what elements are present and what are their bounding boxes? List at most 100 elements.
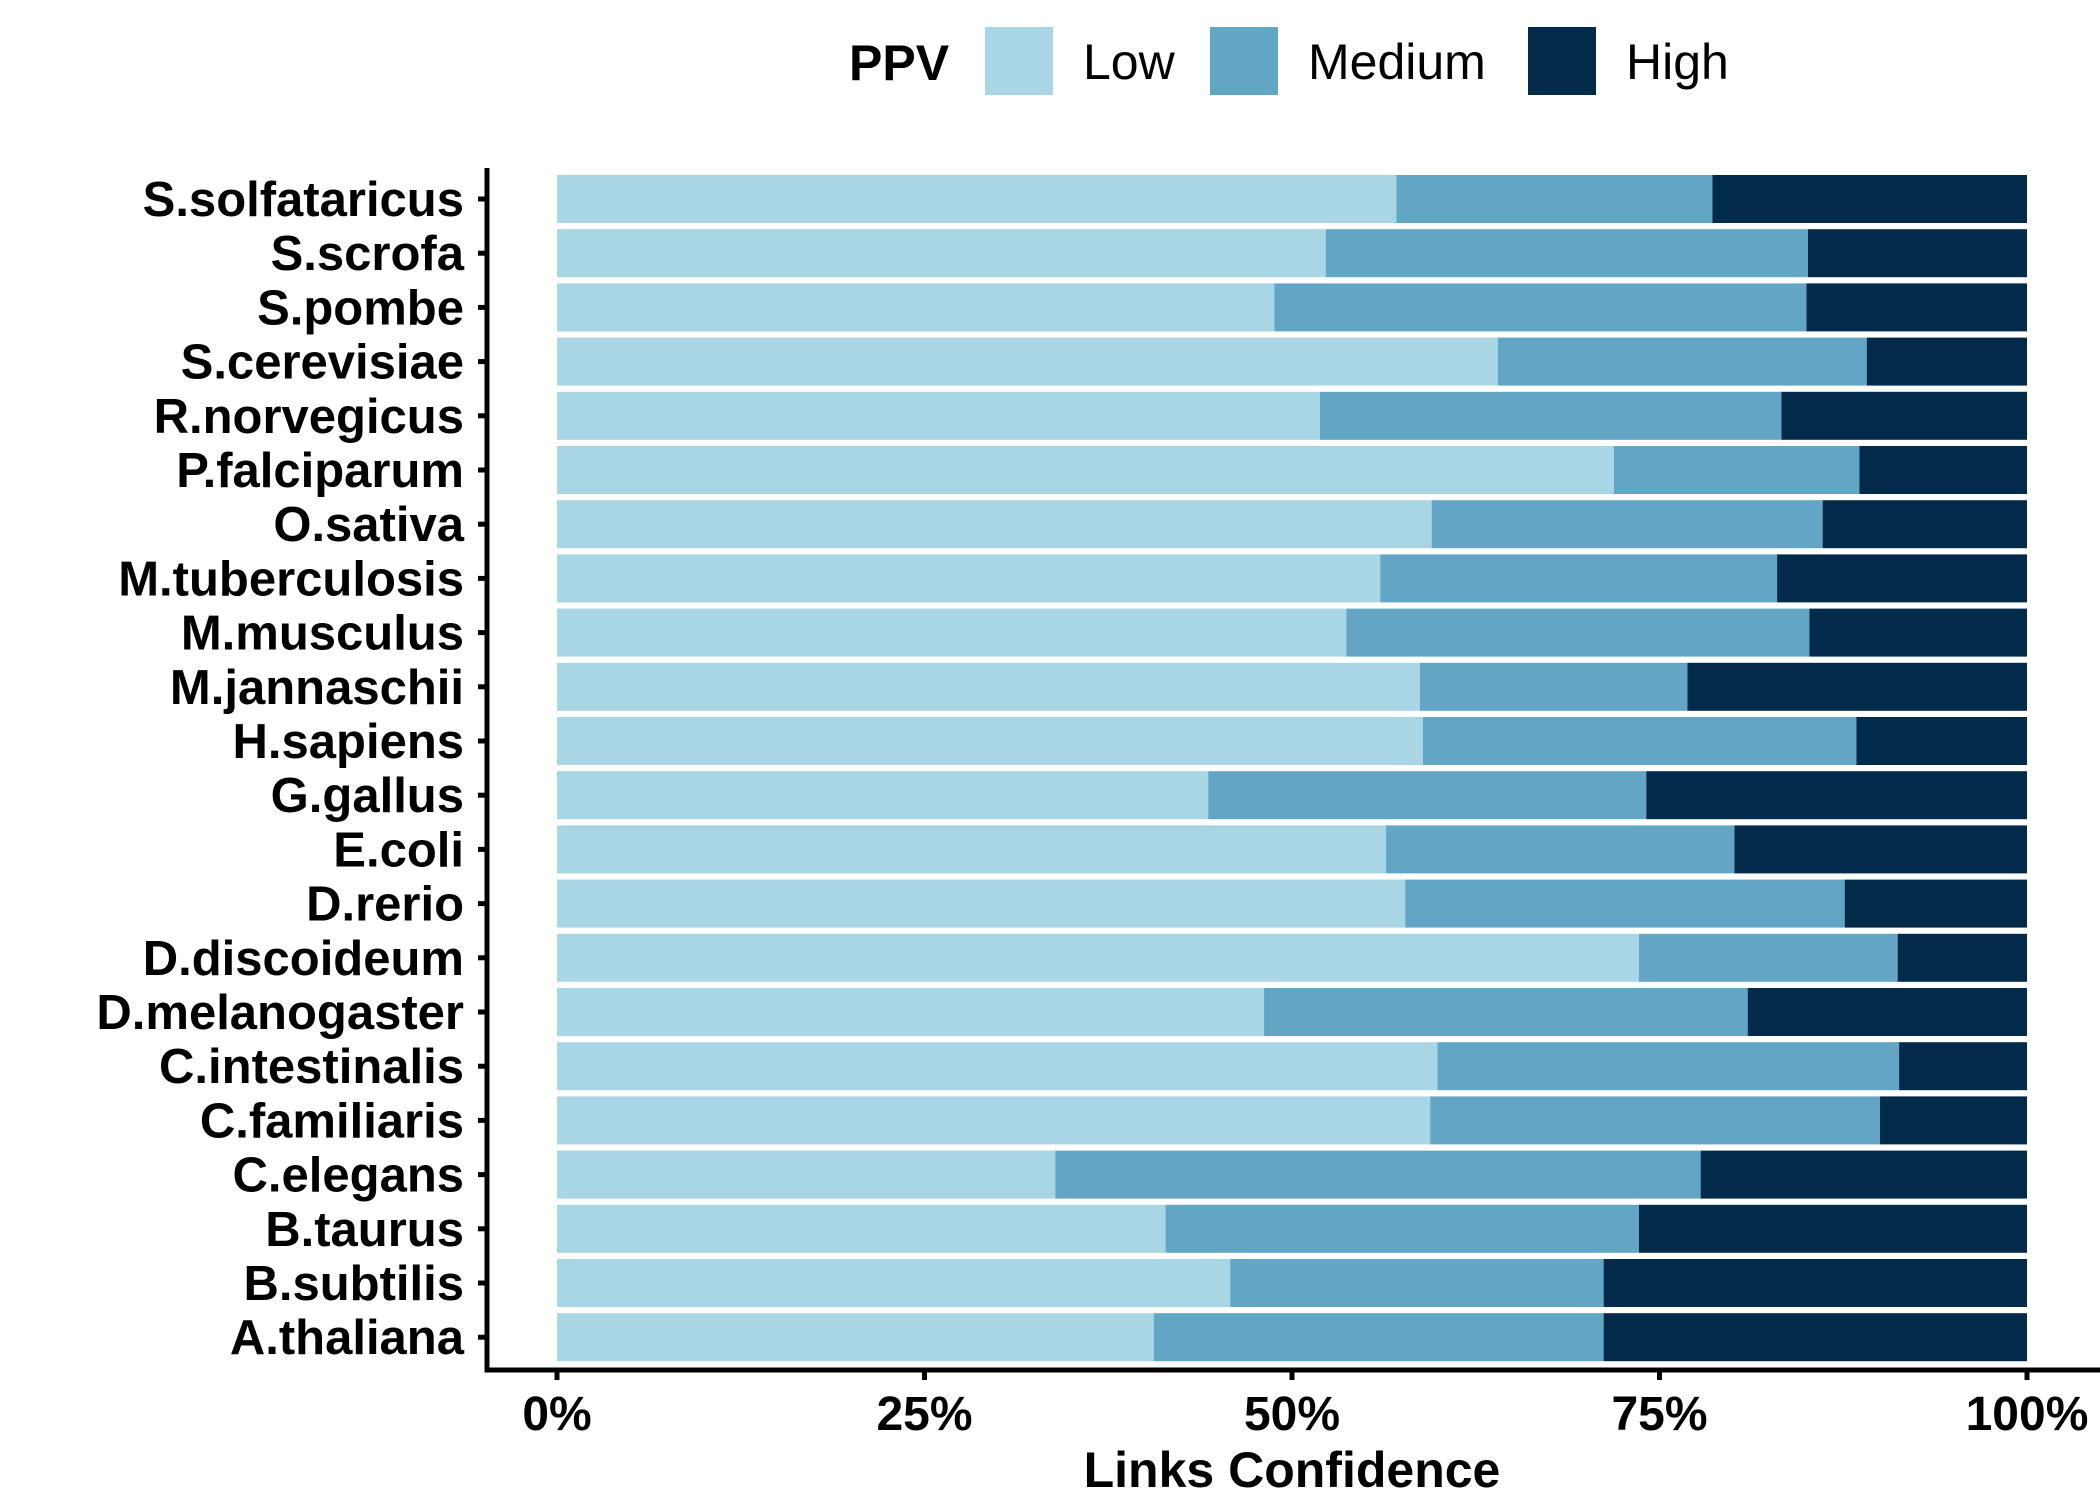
category-label-b-subtilis: B.subtilis <box>243 1257 464 1311</box>
bar-d-rerio-medium <box>1405 879 1845 928</box>
category-label-s-scrofa: S.scrofa <box>271 227 465 281</box>
bar-s-solfataricus-low <box>557 175 1397 223</box>
bar-b-subtilis-high <box>1603 1259 2027 1307</box>
bar-c-familiaris-high <box>1880 1096 2027 1145</box>
bar-b-subtilis-low <box>557 1259 1231 1307</box>
bar-b-taurus-low <box>557 1204 1166 1253</box>
bar-b-taurus-medium <box>1165 1204 1639 1253</box>
category-label-s-solfataricus: S.solfataricus <box>143 173 464 227</box>
legend-swatch-low <box>985 27 1053 95</box>
bar-o-sativa-high <box>1822 500 2027 549</box>
bar-g-gallus-high <box>1646 771 2027 820</box>
bar-m-musculus-high <box>1809 608 2027 657</box>
bar-s-solfataricus-high <box>1712 175 2027 223</box>
x-tick-label: 50% <box>1244 1388 1340 1441</box>
x-axis-title: Links Confidence <box>1084 1442 1501 1498</box>
x-tick-label: 0% <box>522 1388 591 1441</box>
category-label-d-melanogaster: D.melanogaster <box>96 986 464 1040</box>
x-tick-label: 75% <box>1611 1388 1707 1441</box>
bar-a-thaliana-low <box>557 1313 1154 1362</box>
legend-swatch-medium <box>1210 27 1278 95</box>
bar-m-musculus-low <box>557 608 1347 657</box>
bar-r-norvegicus-low <box>557 391 1320 440</box>
legend-label-medium: Medium <box>1308 34 1486 90</box>
bar-d-discoideum-high <box>1897 933 2027 982</box>
category-label-d-discoideum: D.discoideum <box>143 932 464 986</box>
bar-p-falciparum-medium <box>1613 446 1860 494</box>
category-label-m-musculus: M.musculus <box>181 607 464 661</box>
bar-c-elegans-low <box>557 1150 1056 1199</box>
category-label-p-falciparum: P.falciparum <box>176 444 464 498</box>
bar-m-musculus-medium <box>1346 608 1810 657</box>
bar-e-coli-medium <box>1386 825 1735 874</box>
bar-e-coli-high <box>1734 825 2027 874</box>
bar-s-pombe-low <box>557 283 1275 332</box>
bar-s-scrofa-medium <box>1325 229 1808 278</box>
category-label-s-pombe: S.pombe <box>257 281 464 335</box>
bar-s-scrofa-low <box>557 229 1326 278</box>
bar-h-sapiens-medium <box>1422 717 1857 765</box>
category-label-g-gallus: G.gallus <box>271 769 464 823</box>
category-label-c-elegans: C.elegans <box>233 1149 464 1203</box>
legend-title: PPV <box>849 35 950 91</box>
category-label-h-sapiens: H.sapiens <box>233 715 464 769</box>
category-label-r-norvegicus: R.norvegicus <box>154 390 464 444</box>
legend: PPV Low Medium High <box>849 27 1729 95</box>
category-label-m-tuberculosis: M.tuberculosis <box>118 552 464 606</box>
category-label-s-cerevisiae: S.cerevisiae <box>181 336 464 390</box>
bar-m-tuberculosis-low <box>557 554 1381 603</box>
bar-e-coli-low <box>557 825 1387 874</box>
bar-b-taurus-high <box>1638 1204 2027 1253</box>
bar-s-cerevisiae-medium <box>1497 337 1867 386</box>
bar-d-melanogaster-low <box>557 988 1265 1036</box>
bar-h-sapiens-high <box>1856 717 2027 765</box>
bar-s-solfataricus-medium <box>1396 175 1713 223</box>
bar-s-cerevisiae-low <box>557 337 1498 386</box>
legend-label-low: Low <box>1083 34 1176 90</box>
legend-label-high: High <box>1626 34 1729 90</box>
bar-r-norvegicus-high <box>1781 391 2027 440</box>
bar-c-intestinalis-high <box>1899 1042 2027 1091</box>
bar-s-cerevisiae-high <box>1866 337 2027 386</box>
bar-g-gallus-low <box>557 771 1209 820</box>
category-label-b-taurus: B.taurus <box>265 1203 464 1257</box>
bar-d-melanogaster-high <box>1747 988 2027 1036</box>
bar-d-melanogaster-medium <box>1264 988 1748 1036</box>
bar-s-pombe-high <box>1806 283 2027 332</box>
bar-b-subtilis-medium <box>1230 1259 1604 1307</box>
bar-c-elegans-high <box>1700 1150 2027 1199</box>
category-label-c-intestinalis: C.intestinalis <box>159 1040 464 1094</box>
bar-m-tuberculosis-high <box>1777 554 2027 603</box>
bars-group <box>557 175 2027 1362</box>
category-label-m-jannaschii: M.jannaschii <box>170 661 464 715</box>
axes-group <box>478 168 2100 1380</box>
bar-a-thaliana-medium <box>1153 1313 1604 1362</box>
x-tick-label: 25% <box>876 1388 972 1441</box>
category-label-e-coli: E.coli <box>333 823 464 877</box>
bar-s-pombe-medium <box>1274 283 1807 332</box>
bar-o-sativa-low <box>557 500 1432 549</box>
bar-m-jannaschii-medium <box>1419 662 1688 711</box>
bar-s-scrofa-high <box>1807 229 2027 278</box>
bar-g-gallus-medium <box>1208 771 1647 820</box>
tick-labels: 0% 25% 50% 75% 100% <box>522 1388 2088 1441</box>
bar-r-norvegicus-medium <box>1319 391 1782 440</box>
bar-o-sativa-medium <box>1431 500 1823 549</box>
bar-d-rerio-low <box>557 879 1406 928</box>
category-label-o-sativa: O.sativa <box>273 498 464 552</box>
category-label-a-thaliana: A.thaliana <box>230 1311 465 1365</box>
bar-a-thaliana-high <box>1603 1313 2027 1362</box>
bar-c-elegans-medium <box>1055 1150 1701 1199</box>
bar-d-discoideum-low <box>557 933 1639 982</box>
x-tick-label: 100% <box>1966 1388 2089 1441</box>
bar-m-jannaschii-low <box>557 662 1420 711</box>
bar-c-familiaris-low <box>557 1096 1431 1145</box>
bar-p-falciparum-low <box>557 446 1614 494</box>
bar-m-tuberculosis-medium <box>1380 554 1778 603</box>
bar-d-discoideum-medium <box>1638 933 1898 982</box>
category-labels: S.solfataricusS.scrofaS.pombeS.cerevisia… <box>96 173 464 1365</box>
bar-h-sapiens-low <box>557 717 1423 765</box>
bar-c-familiaris-medium <box>1430 1096 1880 1145</box>
category-label-d-rerio: D.rerio <box>306 878 464 932</box>
